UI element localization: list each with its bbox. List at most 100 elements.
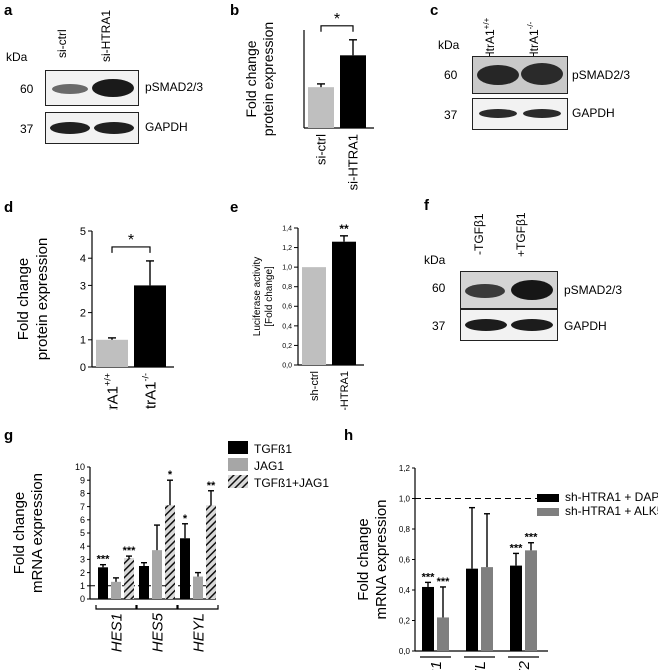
x-tick-label: si-ctrl — [314, 134, 329, 165]
y-tick-label: 5 — [80, 226, 86, 238]
chart-h: 0,0 0,2 0,4 0,6 0,8 1,0 1,2 Fold change mRNA exp… — [355, 464, 658, 670]
panel-label: f — [424, 197, 429, 214]
legend-label: sh-HTRA1 + ALK5i — [565, 504, 658, 518]
y-tick-label: 2 — [80, 307, 86, 319]
significance-mark: *** — [123, 545, 137, 557]
y-tick-label: 1,4 — [282, 225, 292, 232]
bar — [437, 617, 449, 651]
y-tick-label: 0 — [80, 594, 85, 604]
legend-swatch — [537, 508, 559, 516]
blot-strip — [460, 309, 558, 341]
bar — [124, 558, 134, 599]
kda-label: kDa — [6, 50, 28, 64]
bar — [111, 581, 121, 599]
y-tick-label: 1 — [80, 581, 85, 591]
x-tick-superscript: -/- — [141, 373, 151, 382]
category-bracket — [136, 605, 178, 610]
blot-strip — [460, 271, 558, 309]
x-tick-label: HEY2 — [516, 660, 533, 670]
blot-strip — [45, 70, 139, 106]
y-tick-label: 1,0 — [399, 494, 411, 503]
bar — [525, 550, 537, 651]
x-tick-label: HES5 — [149, 612, 166, 652]
y-axis-title: [Fold change] — [264, 266, 275, 327]
legend-label: TGFß1 — [254, 442, 292, 456]
y-axis-title: mRNA expression — [29, 473, 46, 593]
bar — [481, 567, 493, 651]
x-tick-label: HEYL — [472, 661, 489, 670]
significance-mark: * — [334, 11, 340, 28]
legend-swatch — [537, 494, 559, 502]
bar — [302, 267, 326, 365]
blot-band — [465, 319, 507, 331]
bar — [422, 586, 434, 651]
blot-band — [92, 79, 134, 97]
y-tick-label: 1 — [80, 335, 86, 347]
y-axis-title: Luciferase activity — [252, 257, 263, 336]
y-tick-label: 0,0 — [282, 362, 292, 369]
legend-swatch — [228, 441, 248, 454]
category-bracket — [95, 605, 137, 610]
significance-mark: *** — [525, 532, 539, 544]
y-tick-label: 0,2 — [282, 343, 292, 350]
legend-label: sh-HTRA1 + DAPT — [565, 490, 658, 504]
x-tick-label: HEYL — [190, 613, 207, 652]
mw-label: 60 — [444, 68, 458, 82]
lane-label: HtrA1-/- — [526, 21, 541, 60]
panel-label: a — [4, 2, 13, 19]
y-axis-title: mRNA expression — [373, 499, 390, 619]
x-tick-label: HtrA1-/- — [141, 373, 160, 410]
panel-label: d — [4, 199, 14, 216]
significance-mark: * — [128, 232, 134, 249]
blot-strip — [45, 112, 139, 144]
blot-band — [521, 63, 563, 85]
panel-label: h — [344, 427, 354, 444]
bar — [332, 241, 356, 365]
protein-label: pSMAD2/3 — [572, 68, 631, 82]
panel-label: c — [430, 2, 439, 19]
mw-label: 37 — [432, 319, 446, 333]
y-tick-label: 0,8 — [282, 284, 292, 291]
bar — [180, 538, 190, 599]
lane-label: -TGFβ1 — [472, 213, 486, 255]
panel-label: e — [230, 199, 239, 216]
panel-label: b — [230, 2, 240, 19]
x-tick-label: HtrA1+/+ — [103, 373, 122, 410]
significance-mark: *** — [437, 576, 451, 588]
significance-mark: ** — [207, 480, 216, 492]
bar — [206, 505, 216, 599]
x-tick-label: sh-HTRA1 — [339, 371, 351, 410]
bar — [466, 568, 478, 651]
panel-c: c kDa HtrA1+/+ HtrA1-/- 60 pSMAD2/3 37 G… — [420, 0, 658, 160]
significance-mark: *** — [510, 542, 524, 554]
y-tick-label: 3 — [80, 555, 85, 565]
mw-label: 60 — [432, 281, 446, 295]
bar — [340, 55, 366, 128]
y-tick-label: 5 — [80, 528, 85, 538]
y-axis-title: Fold change — [355, 518, 372, 601]
y-tick-label: 0,0 — [399, 647, 411, 656]
panel-f: f kDa -TGFβ1 +TGFβ1 60 pSMAD2/3 37 GAPDH — [420, 195, 658, 365]
bar — [98, 567, 108, 599]
kda-label: kDa — [424, 253, 446, 267]
legend-swatch — [228, 458, 248, 471]
y-axis-title: protein expression — [260, 22, 276, 136]
x-tick-superscript: +/+ — [103, 373, 113, 386]
x-tick-label: si-HTRA1 — [346, 134, 361, 190]
significance-mark: * — [183, 513, 188, 525]
significance-mark: ** — [339, 222, 349, 236]
y-tick-label: 0,8 — [399, 525, 411, 534]
bar — [152, 550, 162, 599]
y-tick-label: 10 — [75, 462, 85, 472]
panel-b: b Fold change protein expression si-ctrl si… — [220, 0, 410, 200]
blot-band — [479, 109, 517, 118]
category-bracket — [177, 605, 219, 610]
significance-mark: *** — [97, 554, 111, 566]
mw-label: 37 — [444, 108, 458, 122]
y-axis-title: Fold change — [243, 40, 259, 117]
panel-d: d 0 1 2 3 4 5 Fold change protein expression Htr… — [0, 195, 215, 410]
protein-label: pSMAD2/3 — [564, 283, 623, 297]
panel-a: a kDa si-ctrl si-HTRA1 60 pSMAD2/3 37 GA… — [0, 0, 203, 160]
y-axis-title: Fold change — [11, 492, 28, 575]
